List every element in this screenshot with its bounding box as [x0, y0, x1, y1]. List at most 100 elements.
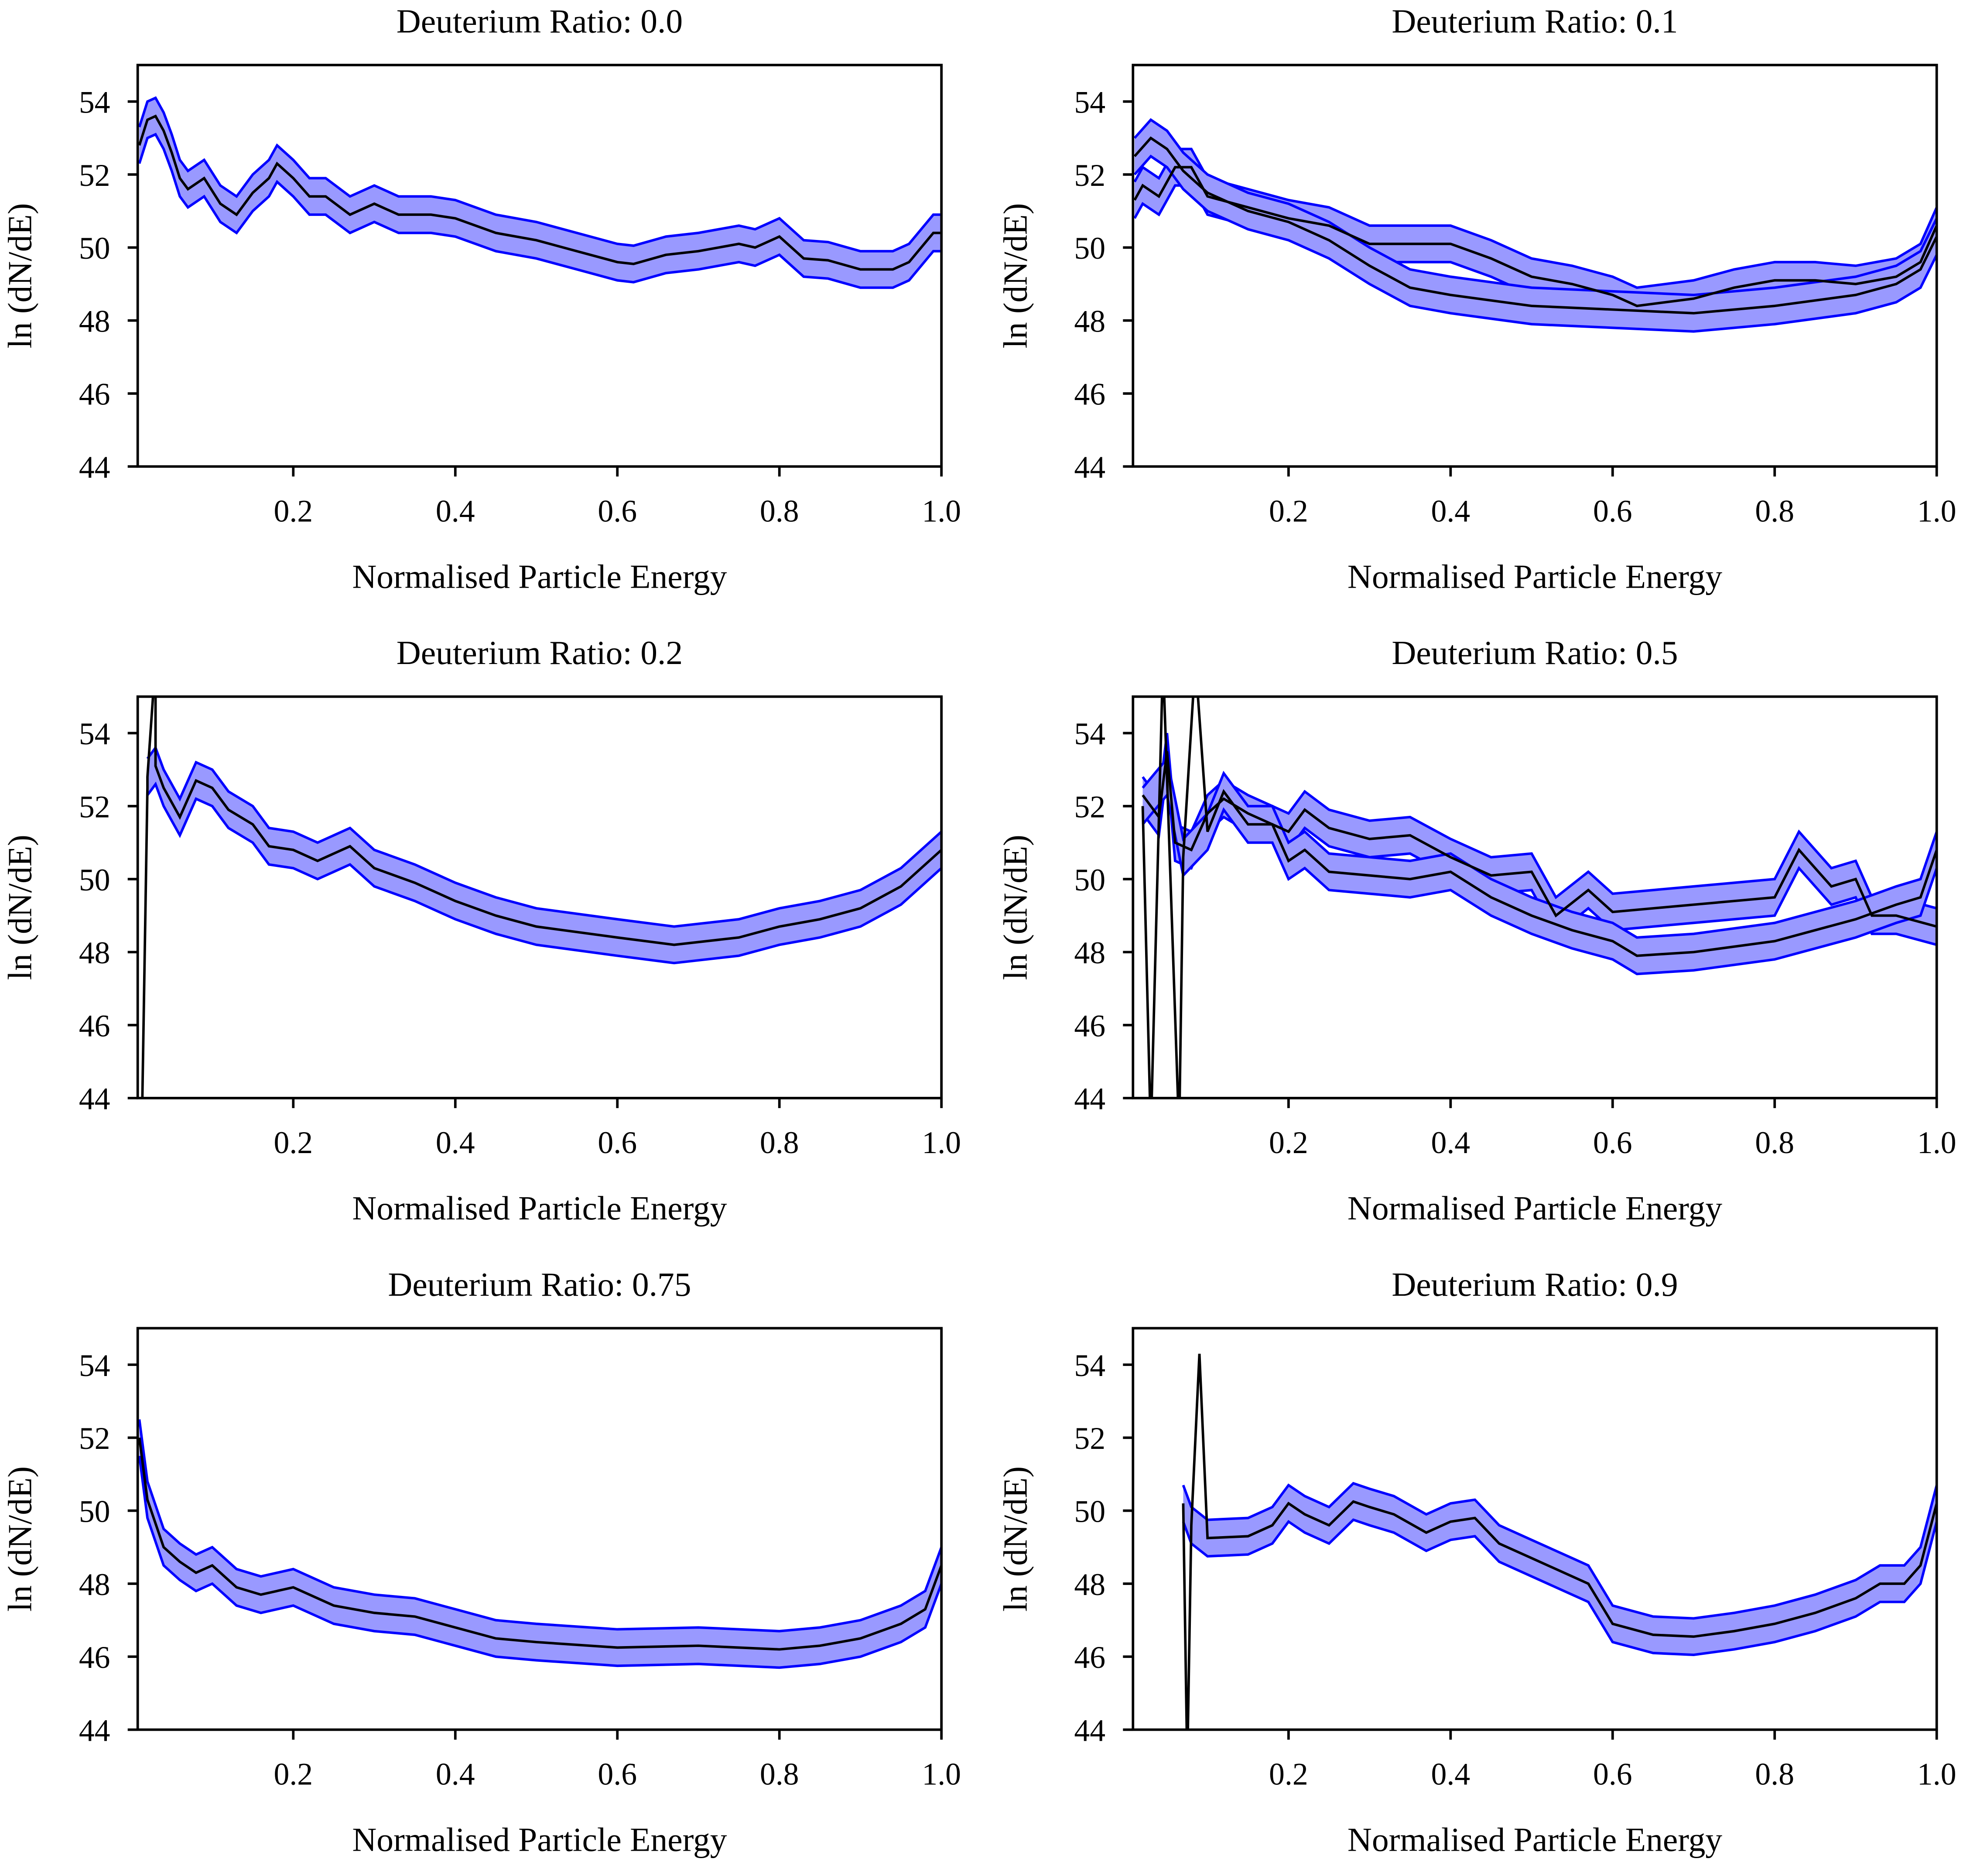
x-tick-label: 0.6	[598, 1125, 637, 1160]
mean-line-0	[1133, 166, 1937, 308]
x-tick-label: 1.0	[922, 493, 961, 528]
x-tick-label: 0.8	[760, 1125, 799, 1160]
y-axis-label: ln (dN/dE)	[1, 835, 39, 980]
uncertainty-band-0	[147, 747, 942, 963]
y-tick-label: 48	[79, 1567, 110, 1602]
band-lower-edge-1	[1133, 154, 1937, 333]
uncertainty-band-0	[1134, 149, 1937, 325]
subplot-title: Deuterium Ratio: 0.5	[1392, 634, 1678, 671]
y-tick-label: 54	[1074, 1348, 1105, 1383]
y-tick-label: 54	[79, 1348, 110, 1383]
y-tick-label: 52	[79, 158, 110, 193]
x-axis-label: Normalised Particle Energy	[1347, 1189, 1722, 1227]
x-tick-label: 0.8	[1755, 493, 1794, 528]
plot-area	[1182, 1353, 1937, 1730]
mean-line-0	[138, 114, 942, 271]
y-tick-label: 44	[79, 1082, 110, 1116]
subplot-title: Deuterium Ratio: 0.75	[388, 1266, 691, 1303]
x-tick-label: 0.4	[436, 493, 475, 528]
x-tick-label: 0.6	[1593, 493, 1632, 528]
y-axis-label: ln (dN/dE)	[996, 835, 1034, 980]
band-lower-edge-0	[146, 781, 942, 965]
y-tick-label: 46	[1074, 1640, 1105, 1675]
subplot-title: Deuterium Ratio: 0.0	[397, 3, 683, 40]
subplot-3: Deuterium Ratio: 0.5 Normalised Particle …	[996, 634, 1956, 1227]
x-tick-label: 1.0	[922, 1757, 961, 1792]
band-upper-edge-1	[1142, 756, 1937, 939]
x-tick-label: 0.6	[1593, 1125, 1632, 1160]
x-tick-label: 0.6	[1593, 1757, 1632, 1792]
x-tick-label: 0.4	[436, 1125, 475, 1160]
mean-line-0	[1142, 751, 1937, 928]
x-tick-label: 0.6	[598, 493, 637, 528]
y-tick-label: 44	[1074, 1082, 1105, 1116]
y-tick-label: 48	[79, 304, 110, 339]
subplot-title: Deuterium Ratio: 0.2	[397, 634, 683, 671]
band-upper-edge-0	[138, 1419, 942, 1633]
plot-area	[1133, 118, 1937, 333]
y-tick-label: 52	[1074, 158, 1105, 193]
subplot-0: Deuterium Ratio: 0.0 Normalised Particle …	[1, 3, 961, 596]
y-tick-label: 50	[1074, 1494, 1105, 1529]
x-tick-label: 0.4	[436, 1757, 475, 1792]
mean-line-1	[1141, 696, 1937, 1098]
y-tick-label: 46	[1074, 1008, 1105, 1043]
band-upper-edge-0	[1133, 147, 1937, 289]
y-tick-label: 46	[79, 377, 110, 412]
y-tick-label: 46	[79, 1640, 110, 1675]
x-axis-label: Normalised Particle Energy	[1347, 1821, 1722, 1859]
axes-frame	[1132, 1327, 1938, 1731]
y-tick-label: 44	[79, 1713, 110, 1748]
y-tick-label: 44	[1074, 450, 1105, 485]
axes-frame	[1132, 64, 1938, 468]
y-tick-label: 52	[79, 1421, 110, 1456]
y-axis-label: ln (dN/dE)	[996, 203, 1034, 349]
axes-frame	[1132, 695, 1938, 1099]
subplot-title: Deuterium Ratio: 0.9	[1392, 1266, 1678, 1303]
y-tick-label: 50	[79, 863, 110, 897]
x-tick-label: 1.0	[1917, 493, 1956, 528]
band-lower-edge-0	[1182, 1518, 1937, 1656]
x-tick-label: 0.8	[760, 493, 799, 528]
band-upper-edge-0	[1142, 733, 1937, 910]
y-tick-label: 46	[79, 1008, 110, 1043]
x-tick-label: 1.0	[922, 1125, 961, 1160]
y-axis-label: ln (dN/dE)	[1, 1466, 39, 1612]
x-tick-label: 0.2	[274, 1757, 313, 1792]
uncertainty-band-0	[139, 98, 942, 288]
x-axis-label: Normalised Particle Energy	[352, 1189, 727, 1227]
axes-frame	[136, 64, 943, 468]
y-tick-label: 52	[1074, 790, 1105, 825]
y-tick-label: 50	[79, 1494, 110, 1529]
plot-area	[1141, 696, 1937, 1098]
x-tick-label: 0.2	[274, 1125, 313, 1160]
axes-frame	[136, 1327, 943, 1731]
y-tick-label: 44	[79, 450, 110, 485]
subplot-5: Deuterium Ratio: 0.9 Normalised Particle …	[996, 1266, 1956, 1859]
x-tick-label: 1.0	[1917, 1125, 1956, 1160]
band-lower-edge-0	[138, 1455, 942, 1669]
y-tick-label: 54	[79, 85, 110, 120]
x-tick-label: 0.4	[1431, 1125, 1471, 1160]
uncertainty-band-0	[1142, 733, 1937, 945]
x-tick-label: 0.2	[1269, 493, 1308, 528]
band-upper-edge-1	[1133, 118, 1937, 296]
uncertainty-band-0	[139, 1419, 942, 1668]
subplot-2: Deuterium Ratio: 0.2 Normalised Particle …	[1, 634, 961, 1227]
subplot-4: Deuterium Ratio: 0.75 Normalised Particle…	[1, 1266, 961, 1859]
x-tick-label: 0.8	[1755, 1125, 1794, 1160]
y-tick-label: 52	[1074, 1421, 1105, 1456]
x-tick-label: 0.4	[1431, 1757, 1471, 1792]
uncertainty-band-0	[1183, 1483, 1937, 1655]
band-lower-edge-1	[1142, 792, 1937, 976]
y-tick-label: 44	[1074, 1713, 1105, 1748]
y-tick-label: 48	[1074, 304, 1105, 339]
y-tick-label: 54	[1074, 85, 1105, 120]
band-upper-edge-0	[146, 745, 942, 928]
x-axis-label: Normalised Particle Energy	[352, 1821, 727, 1859]
subplot-1: Deuterium Ratio: 0.1 Normalised Particle …	[996, 3, 1956, 596]
y-tick-label: 48	[79, 935, 110, 970]
y-axis-label: ln (dN/dE)	[996, 1466, 1034, 1612]
mean-line-0	[138, 1437, 942, 1651]
band-upper-edge-0	[1182, 1482, 1937, 1620]
